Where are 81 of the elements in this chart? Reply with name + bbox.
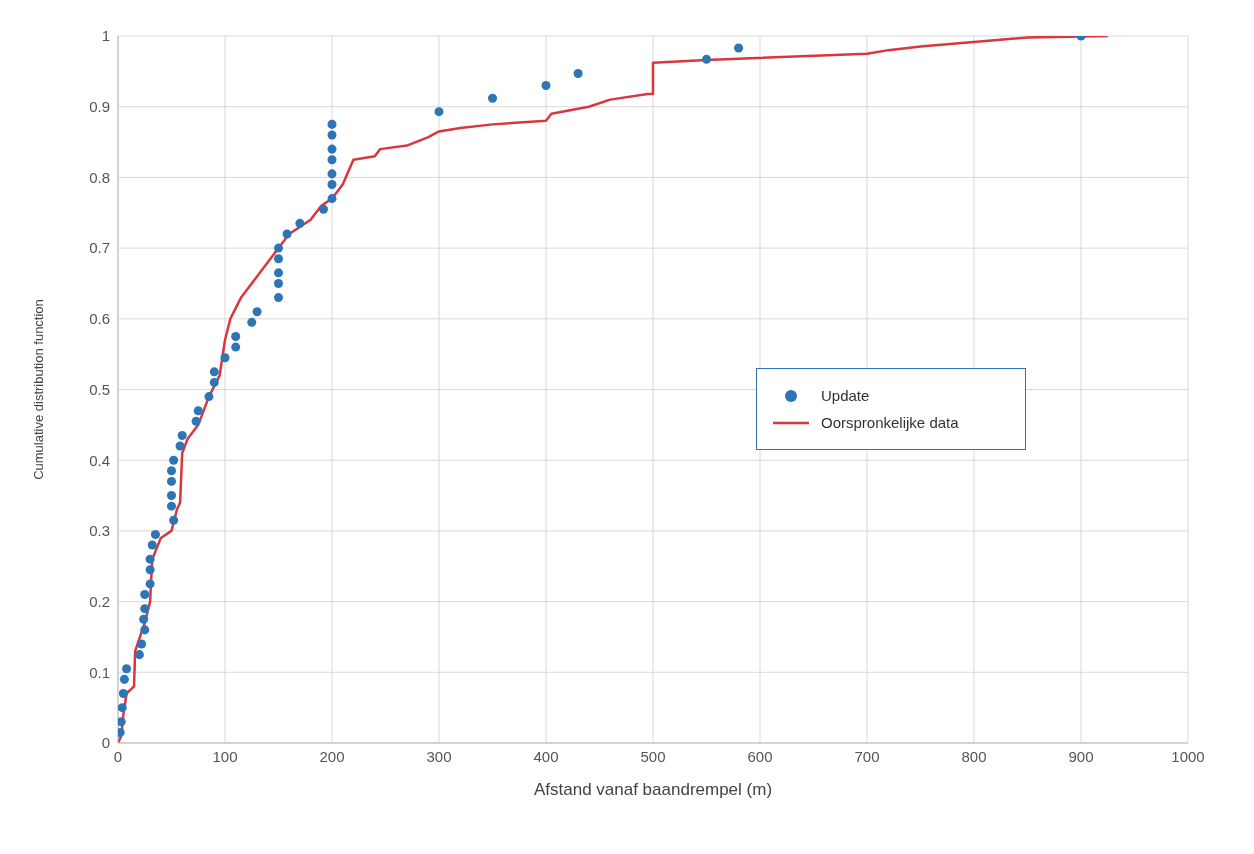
- point: [327, 144, 337, 154]
- point: [434, 107, 444, 117]
- y-tick-label: 0.9: [89, 98, 110, 116]
- point: [166, 466, 177, 476]
- point: [734, 43, 744, 53]
- point: [118, 717, 126, 727]
- point: [327, 169, 337, 179]
- x-tick-label: 100: [212, 747, 238, 765]
- point: [119, 674, 129, 684]
- point: [327, 130, 337, 140]
- x-tick-label: 400: [533, 747, 559, 765]
- point: [140, 604, 150, 614]
- point: [573, 68, 583, 78]
- x-axis-title: Afstand vanaf baandrempel (m): [533, 780, 773, 799]
- point: [701, 54, 712, 64]
- point: [118, 689, 128, 699]
- y-tick-label: 0.7: [89, 239, 110, 257]
- x-tick-label: 1000: [1171, 747, 1205, 765]
- x-tick-label: 900: [1068, 747, 1094, 765]
- y-tick-label: 0.8: [89, 168, 110, 186]
- point: [193, 406, 203, 416]
- point: [252, 307, 262, 317]
- point: [122, 664, 132, 674]
- x-tick-label: 0: [113, 747, 123, 765]
- point: [145, 579, 155, 589]
- point: [166, 491, 177, 501]
- y-tick-label: 1: [101, 27, 110, 45]
- point: [209, 367, 219, 377]
- point: [137, 639, 147, 649]
- point: [327, 194, 337, 204]
- y-tick-label: 0.1: [89, 663, 110, 681]
- point: [327, 119, 337, 129]
- point: [177, 430, 187, 440]
- legend-label: Oorspronkelijke data: [821, 414, 959, 431]
- point: [327, 179, 337, 189]
- point: [273, 254, 284, 264]
- y-tick-label: 0.6: [89, 310, 110, 328]
- point: [282, 229, 292, 239]
- point: [541, 80, 551, 90]
- point: [134, 650, 144, 660]
- x-tick-label: 800: [961, 747, 987, 765]
- legend-label: Update: [821, 387, 870, 404]
- y-tick-label: 0.4: [89, 451, 110, 469]
- point: [150, 529, 160, 539]
- point: [295, 218, 305, 228]
- point: [140, 590, 150, 600]
- point: [487, 93, 498, 103]
- point: [166, 501, 177, 511]
- point: [139, 614, 149, 624]
- point: [327, 155, 337, 165]
- point: [273, 243, 284, 253]
- point: [140, 625, 150, 635]
- point: [145, 565, 155, 575]
- y-tick-label: 0.2: [89, 592, 110, 610]
- point: [191, 416, 201, 426]
- x-tick-label: 300: [426, 747, 452, 765]
- point: [273, 278, 284, 288]
- point: [169, 515, 179, 525]
- y-tick-label: 0.5: [89, 380, 110, 398]
- point: [231, 331, 241, 341]
- point: [175, 441, 185, 451]
- point: [273, 268, 284, 278]
- point: [169, 455, 179, 465]
- point: [247, 317, 257, 327]
- point: [204, 392, 214, 402]
- point: [231, 342, 241, 352]
- point: [145, 554, 155, 564]
- x-tick-label: 200: [319, 747, 345, 765]
- point: [318, 204, 328, 214]
- x-tick-label: 600: [747, 747, 773, 765]
- point: [209, 377, 219, 387]
- y-axis-title: Cumulative distribution function: [30, 299, 46, 480]
- point: [118, 703, 127, 713]
- y-tick-label: 0: [101, 734, 110, 752]
- x-tick-label: 500: [640, 747, 666, 765]
- x-tick-label: 700: [854, 747, 880, 765]
- point: [147, 540, 157, 550]
- point: [166, 476, 177, 486]
- y-tick-label: 0.3: [89, 522, 110, 540]
- point: [220, 353, 230, 363]
- point: [273, 293, 284, 303]
